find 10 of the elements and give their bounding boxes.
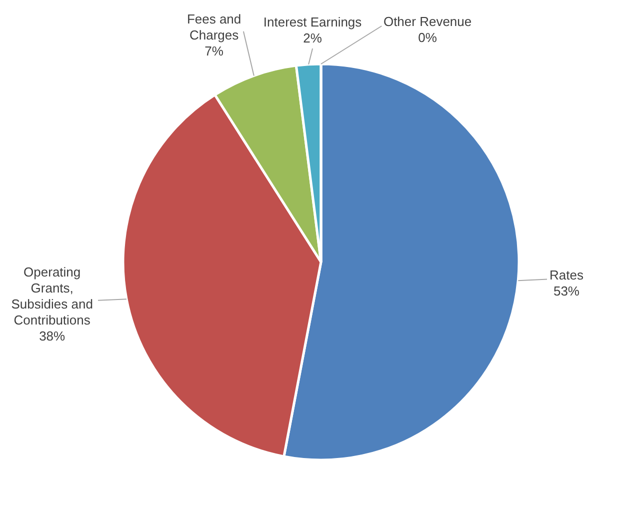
slice-label: Fees and Charges	[186, 11, 242, 42]
slice-label: Interest Earnings	[263, 14, 362, 30]
slice-label: Rates	[550, 267, 584, 282]
data-label: 7%	[204, 43, 224, 58]
slice-label: Operating Grants, Subsidies and Contributions	[11, 264, 93, 328]
text: 0%	[418, 30, 437, 45]
category-label: Other Revenue	[383, 14, 472, 29]
data-label: 53%	[553, 283, 580, 298]
data-label: 38%	[39, 328, 66, 344]
data-label: 2%	[303, 30, 322, 46]
